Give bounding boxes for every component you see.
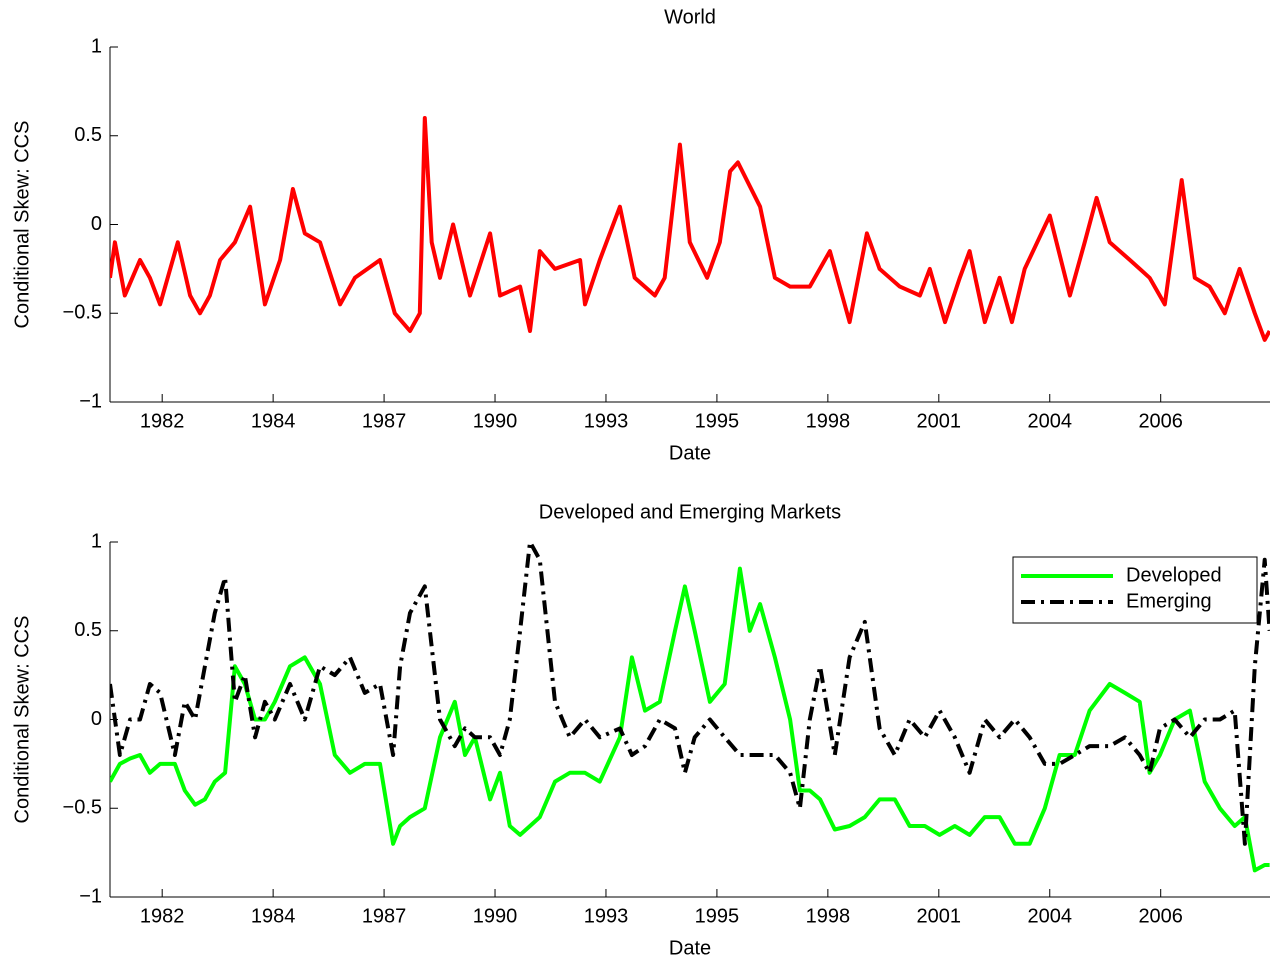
y-tick-label: 1 bbox=[91, 35, 102, 57]
x-tick-label: 1993 bbox=[584, 410, 629, 432]
x-tick-label: 1998 bbox=[806, 410, 851, 432]
data-line bbox=[110, 566, 1270, 873]
x-tick-label: 2004 bbox=[1028, 410, 1073, 432]
x-tick-label: 1998 bbox=[806, 905, 851, 927]
x-tick-label: 2006 bbox=[1138, 905, 1183, 927]
chart-title: Developed and Emerging Markets bbox=[539, 501, 841, 523]
y-tick-label: −0.5 bbox=[63, 302, 102, 324]
x-axis-label: Date bbox=[669, 442, 711, 464]
x-tick-label: 1995 bbox=[695, 905, 740, 927]
y-tick-label: 1 bbox=[91, 530, 102, 552]
chart-title: World bbox=[664, 6, 716, 28]
y-tick-label: 0 bbox=[91, 213, 102, 235]
y-tick-label: 0 bbox=[91, 708, 102, 730]
y-tick-label: −0.5 bbox=[63, 797, 102, 819]
x-tick-label: 1984 bbox=[251, 410, 296, 432]
legend-label: Emerging bbox=[1126, 590, 1212, 612]
y-tick-label: −1 bbox=[79, 390, 102, 412]
y-tick-label: −1 bbox=[79, 885, 102, 907]
x-tick-label: 2004 bbox=[1028, 905, 1073, 927]
x-tick-label: 1987 bbox=[362, 410, 407, 432]
x-tick-label: 2006 bbox=[1138, 410, 1183, 432]
x-tick-label: 1982 bbox=[140, 410, 185, 432]
legend-label: Developed bbox=[1126, 564, 1222, 586]
y-axis-label: Conditional Skew: CCS bbox=[11, 121, 33, 329]
legend-box bbox=[1012, 556, 1258, 624]
x-axis-label: Date bbox=[669, 937, 711, 959]
plot-area bbox=[110, 116, 1270, 342]
x-tick-label: 2001 bbox=[917, 905, 962, 927]
x-tick-label: 2001 bbox=[917, 410, 962, 432]
y-axis-label: Conditional Skew: CCS bbox=[11, 616, 33, 824]
y-tick-label: 0.5 bbox=[74, 124, 102, 146]
x-tick-label: 1995 bbox=[695, 410, 740, 432]
x-tick-label: 1987 bbox=[362, 905, 407, 927]
y-tick-label: 0.5 bbox=[74, 619, 102, 641]
data-line bbox=[110, 116, 1270, 342]
x-tick-label: 1993 bbox=[584, 905, 629, 927]
x-tick-label: 1982 bbox=[140, 905, 185, 927]
plot-area bbox=[110, 540, 1270, 873]
x-tick-label: 1990 bbox=[473, 905, 518, 927]
x-tick-label: 1984 bbox=[251, 905, 296, 927]
x-tick-label: 1990 bbox=[473, 410, 518, 432]
data-line bbox=[110, 540, 1270, 846]
